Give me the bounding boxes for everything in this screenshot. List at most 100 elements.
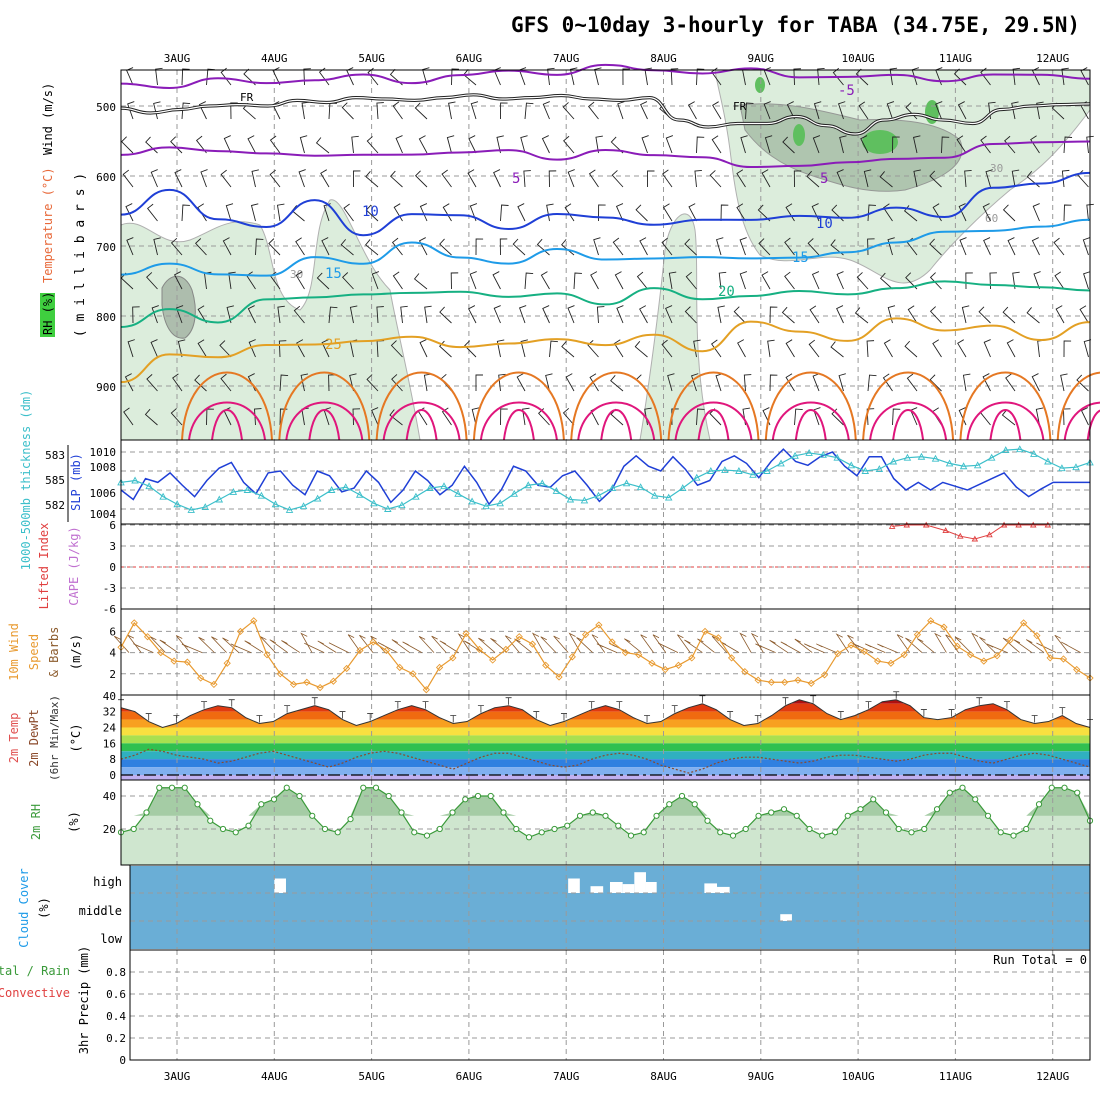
- wind-barb: [390, 340, 403, 358]
- wind-barb: [1061, 67, 1069, 86]
- temperature-arc: [502, 409, 535, 441]
- wind-speed-marker: [542, 661, 550, 669]
- cloud-gap: [645, 882, 657, 893]
- rh-2m-marker: [245, 822, 252, 829]
- thickness-marker: [524, 481, 533, 489]
- temperature-max-marker: [976, 697, 983, 705]
- slp-tick: 1010: [90, 446, 117, 459]
- wind-barb: [150, 169, 158, 188]
- rh-contour-label: 60: [985, 212, 998, 225]
- thickness-marker: [1058, 464, 1066, 472]
- wind-speed-marker: [183, 658, 192, 666]
- top-date-label: 6AUG: [456, 52, 483, 65]
- wind-barb: [365, 204, 379, 222]
- temperature-ylabel-line: 2m DewPt: [27, 709, 41, 767]
- cloud-level-middle: middle: [79, 904, 122, 918]
- wind-barb: [549, 340, 558, 358]
- thickness-marker: [327, 486, 336, 493]
- wind-barb: [1080, 407, 1089, 426]
- thickness-marker: [131, 476, 139, 484]
- chart-title: GFS 0~10day 3-hourly for TABA (34.75E, 2…: [511, 13, 1080, 37]
- wind-barb: [978, 306, 991, 324]
- thickness-marker: [398, 501, 406, 509]
- wind-barb: [854, 307, 869, 324]
- pressure-tick: 900: [96, 381, 116, 394]
- surface-wind-barb: [553, 635, 569, 653]
- surface-wind-barb: [640, 634, 654, 653]
- wind-barb: [500, 102, 508, 120]
- cloud-gap: [622, 884, 635, 893]
- wind-barb: [194, 374, 207, 392]
- temperature-max-marker: [865, 701, 872, 709]
- wind-barb: [475, 238, 484, 256]
- wind-barb: [1036, 101, 1044, 120]
- wind-barb: [366, 136, 379, 154]
- surface-wind-barb: [591, 634, 606, 653]
- wind-barb: [907, 305, 918, 324]
- wind-barb: [328, 306, 338, 324]
- wind-barb: [392, 101, 403, 120]
- wind-speed-marker: [250, 617, 258, 625]
- wind-barb: [567, 305, 575, 324]
- thickness-marker: [664, 493, 673, 501]
- thickness-marker: [987, 453, 996, 461]
- wind-y-axis: 2 4 6: [109, 625, 116, 680]
- wind-barb: [441, 169, 452, 188]
- wind-barb: [1061, 169, 1070, 188]
- rh-2m-marker: [678, 792, 686, 800]
- wind-speed-marker: [422, 686, 430, 694]
- temperature-band: [121, 775, 1090, 780]
- temperature-band: [121, 743, 1090, 752]
- lifted-index-marker: [986, 531, 993, 538]
- thickness-marker: [622, 479, 631, 487]
- temperature-max-marker: [173, 715, 180, 723]
- thickness-marker: [777, 459, 785, 467]
- wind-barb: [223, 135, 232, 154]
- rh-2m-marker: [742, 825, 749, 833]
- wind-barb: [636, 271, 648, 290]
- wind-barb: [962, 373, 971, 392]
- surface-wind-barb: [457, 633, 471, 653]
- temperature-tick: 8: [109, 753, 116, 766]
- cloud-gap: [717, 886, 730, 893]
- wind-barb: [321, 339, 330, 358]
- surface-wind-barb: [198, 636, 215, 653]
- wind-barb: [615, 203, 624, 222]
- temperature-band: [121, 703, 1090, 712]
- surface-wind-barb: [317, 640, 337, 653]
- wind-barb: [739, 237, 747, 256]
- thickness-marker: [1072, 463, 1080, 471]
- thickness-marker: [805, 449, 813, 456]
- wind-barb: [351, 135, 359, 154]
- wind-barb: [1011, 101, 1019, 120]
- wind-barb: [174, 169, 183, 188]
- wind-barb: [225, 203, 234, 222]
- temperature-unit: (°C): [69, 724, 83, 753]
- wind-barb: [595, 135, 603, 154]
- wind-barb: [929, 272, 942, 290]
- wind-barb: [352, 170, 361, 188]
- temperature-line: [120, 699, 1091, 729]
- rh-2m-marker: [704, 817, 711, 824]
- wind-barb: [813, 101, 822, 120]
- wind-barb: [468, 305, 477, 324]
- wind-barb: [170, 237, 183, 256]
- thickness-marker: [875, 465, 884, 473]
- wind-barb: [341, 102, 354, 120]
- wind-barb: [295, 271, 305, 290]
- temperature-arc: [764, 371, 857, 441]
- wind-barb: [641, 135, 649, 154]
- lower-level-temperature-lines: [181, 371, 1100, 441]
- surface-wind-barb: [281, 640, 301, 653]
- wind-barb: [1002, 306, 1016, 324]
- surface-wind-barb: [847, 634, 862, 653]
- wind-barb: [499, 238, 508, 256]
- wind-barb: [567, 169, 575, 188]
- thickness-marker: [229, 487, 238, 495]
- wind-barb: [786, 101, 795, 120]
- wind-barb: [886, 101, 895, 120]
- rh-area-green: [755, 77, 765, 93]
- wind-speed-marker: [1046, 654, 1054, 662]
- rh-2m-marker: [921, 825, 928, 833]
- rh-2m-marker: [933, 806, 941, 813]
